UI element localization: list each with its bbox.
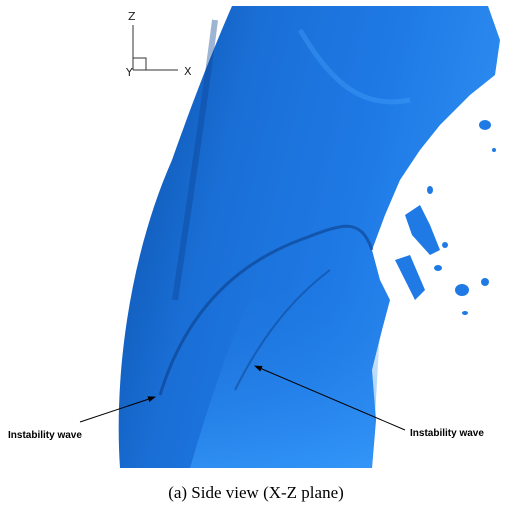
z-label: Z (128, 10, 136, 23)
y-label: Y (125, 66, 133, 79)
axis-box (133, 58, 146, 70)
axis-triad (133, 25, 178, 70)
render (119, 6, 500, 468)
figure: Z Y X Instability wave Instability wave … (0, 0, 513, 509)
caption: (a) Side view (X-Z plane) (168, 483, 344, 502)
x-label: X (184, 65, 192, 78)
annotation: Instability wave (8, 430, 82, 441)
annotation: Instability wave (410, 428, 484, 439)
